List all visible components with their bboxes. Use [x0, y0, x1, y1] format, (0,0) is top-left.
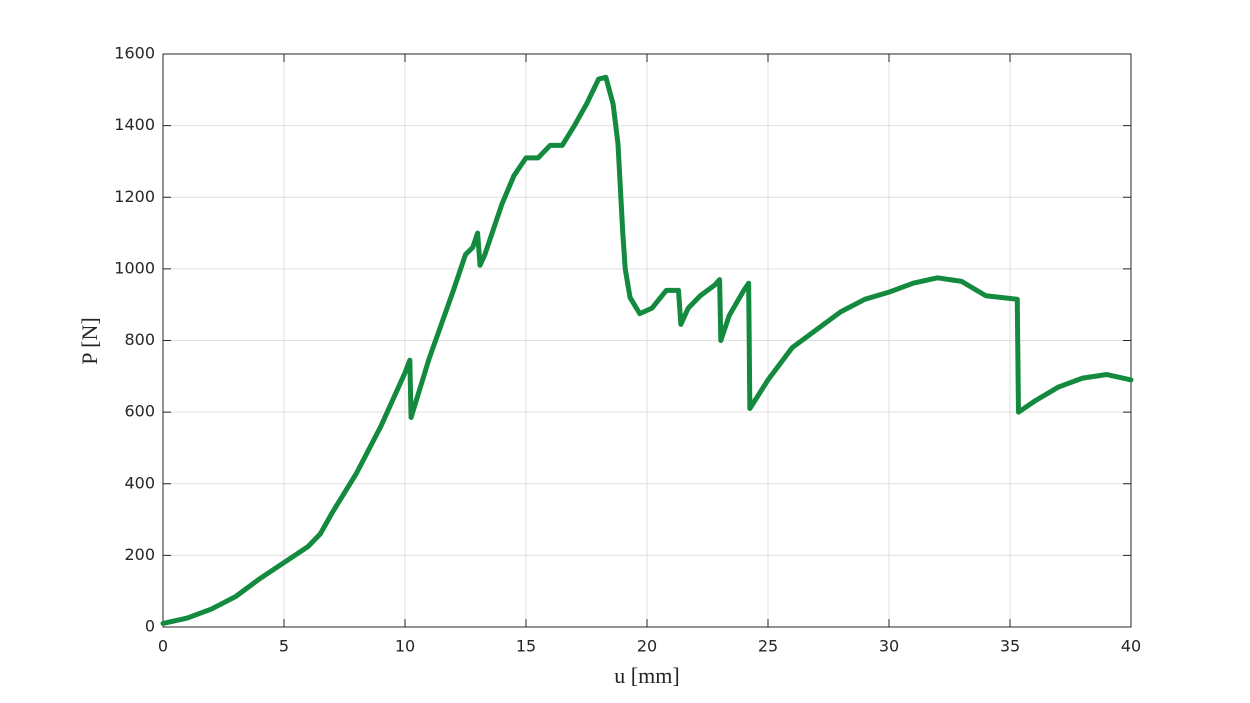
data-line — [160, 74, 1134, 626]
y-tick-label: 800 — [124, 330, 155, 349]
x-tick-label: 20 — [637, 637, 657, 656]
x-tick-label: 30 — [879, 637, 899, 656]
plot-frame — [162, 53, 1132, 628]
x-tick-label: 25 — [758, 637, 778, 656]
x-tick-label: 35 — [1000, 637, 1020, 656]
x-tick-label: 0 — [158, 637, 168, 656]
y-tick-label: 600 — [124, 402, 155, 421]
y-tick-label: 1000 — [114, 258, 155, 277]
x-tick-label: 5 — [279, 637, 289, 656]
y-tick-label: 0 — [145, 617, 155, 636]
x-axis-label: u [mm] — [614, 663, 679, 688]
y-tick-label: 1200 — [114, 187, 155, 206]
y-tick-label: 400 — [124, 473, 155, 492]
x-tick-label: 40 — [1121, 637, 1141, 656]
y-axis-label: P [N] — [77, 317, 102, 364]
x-tick-label: 10 — [395, 637, 415, 656]
x-tick-label: 15 — [516, 637, 536, 656]
y-tick-label: 1400 — [114, 115, 155, 134]
y-tick-label: 1600 — [114, 44, 155, 63]
y-tick-label: 200 — [124, 545, 155, 564]
